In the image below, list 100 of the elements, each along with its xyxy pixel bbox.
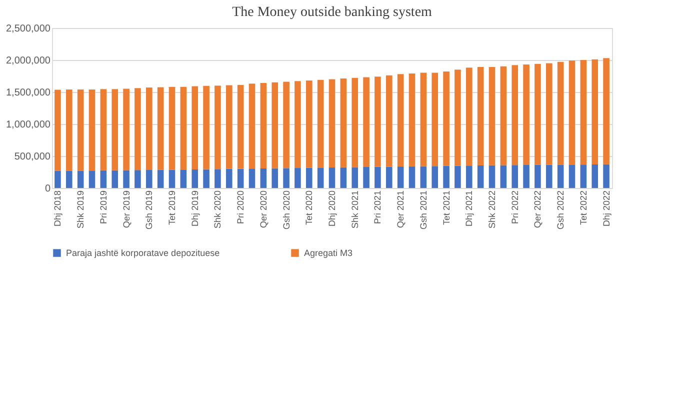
bar <box>112 89 118 170</box>
bar <box>66 170 72 188</box>
bar <box>568 164 576 188</box>
x-tick-label: Qer 2019 <box>121 190 132 228</box>
bar <box>146 88 152 170</box>
bar <box>283 82 290 168</box>
bar <box>363 77 370 168</box>
bar <box>340 78 347 168</box>
bar <box>443 166 450 188</box>
bar <box>363 167 370 188</box>
x-tick-label: Shk 2019 <box>76 190 86 229</box>
x-tick-label: Shk 2020 <box>212 190 223 229</box>
bar <box>157 87 164 170</box>
bar <box>168 170 176 188</box>
bar <box>488 165 496 188</box>
bar <box>260 83 267 168</box>
bar <box>454 70 461 166</box>
bar <box>592 164 598 188</box>
bar <box>248 84 256 169</box>
bar <box>397 166 404 188</box>
bar <box>374 166 381 188</box>
bar <box>180 170 187 188</box>
bar <box>557 62 564 165</box>
bar <box>214 86 221 170</box>
bar <box>432 166 438 188</box>
bar <box>317 80 324 168</box>
bar <box>466 68 472 166</box>
bar <box>512 165 518 188</box>
bar <box>603 58 610 164</box>
bar <box>512 65 518 166</box>
legend-label: Paraja jashtë korporatave depozituese <box>66 248 220 258</box>
bar <box>192 86 198 170</box>
x-tick-label: Dhj 2020 <box>327 190 337 227</box>
x-tick-label: Pri 2019 <box>98 190 108 224</box>
bar <box>352 78 358 168</box>
bar <box>534 64 541 165</box>
bar <box>134 170 141 188</box>
bar <box>88 170 96 188</box>
bar <box>546 164 552 188</box>
x-tick-label: Shk 2022 <box>487 190 497 229</box>
x-tick-label: Gsh 2020 <box>281 190 292 230</box>
bar <box>260 168 267 188</box>
bar <box>123 88 130 170</box>
x-tick-label: Dhj 2021 <box>464 190 474 227</box>
bar <box>432 72 438 166</box>
bar <box>226 168 232 188</box>
y-tick-label: 0 <box>44 184 51 194</box>
y-tick-label: 1,500,000 <box>6 88 51 98</box>
bar <box>534 164 541 188</box>
bar <box>203 169 210 188</box>
bar <box>66 89 72 171</box>
bar <box>77 170 84 188</box>
bar <box>294 81 301 168</box>
bar <box>146 170 152 188</box>
bar <box>77 89 84 171</box>
bar <box>306 168 312 188</box>
bar <box>283 168 290 188</box>
bar <box>328 168 336 188</box>
x-tick-label: Qer 2020 <box>258 190 268 228</box>
y-tick-label: 1,000,000 <box>6 120 51 130</box>
bar <box>203 86 210 170</box>
bar <box>272 168 278 188</box>
bar <box>134 88 141 170</box>
bar <box>248 168 256 188</box>
bar <box>352 167 358 188</box>
bar <box>168 86 176 170</box>
x-tick-label: Tet 2021 <box>441 190 452 226</box>
bar <box>523 64 530 165</box>
bar <box>420 72 427 166</box>
x-tick-label: Gsh 2022 <box>556 190 566 230</box>
x-tick-label: Pri 2021 <box>372 190 383 224</box>
x-tick-label: Pri 2022 <box>510 190 520 224</box>
bar <box>100 170 107 188</box>
chart-title: The Money outside banking system <box>232 5 432 20</box>
x-tick-label: Tet 2019 <box>167 190 177 226</box>
bar <box>408 166 416 188</box>
bar <box>488 67 496 166</box>
x-tick-label: Qer 2022 <box>532 190 543 228</box>
bar <box>580 60 587 165</box>
bar <box>317 168 324 188</box>
bar <box>386 75 392 167</box>
bar <box>112 170 118 188</box>
bar <box>397 74 404 167</box>
x-tick-label: Tet 2022 <box>578 190 588 226</box>
x-tick-label: Pri 2020 <box>236 190 246 224</box>
bar <box>454 166 461 188</box>
bar <box>54 90 61 171</box>
x-tick-label: Dhj 2018 <box>52 190 63 227</box>
bar <box>100 89 107 170</box>
bar <box>328 79 336 168</box>
bar <box>54 170 61 188</box>
bar <box>272 82 278 168</box>
bar <box>374 76 381 167</box>
bar <box>214 169 221 188</box>
bar <box>157 170 164 188</box>
x-tick-label: Qer 2021 <box>396 190 406 228</box>
legend-label: Agregati M3 <box>304 248 353 258</box>
bar <box>306 80 312 168</box>
bar <box>466 166 472 188</box>
bar <box>443 72 450 166</box>
